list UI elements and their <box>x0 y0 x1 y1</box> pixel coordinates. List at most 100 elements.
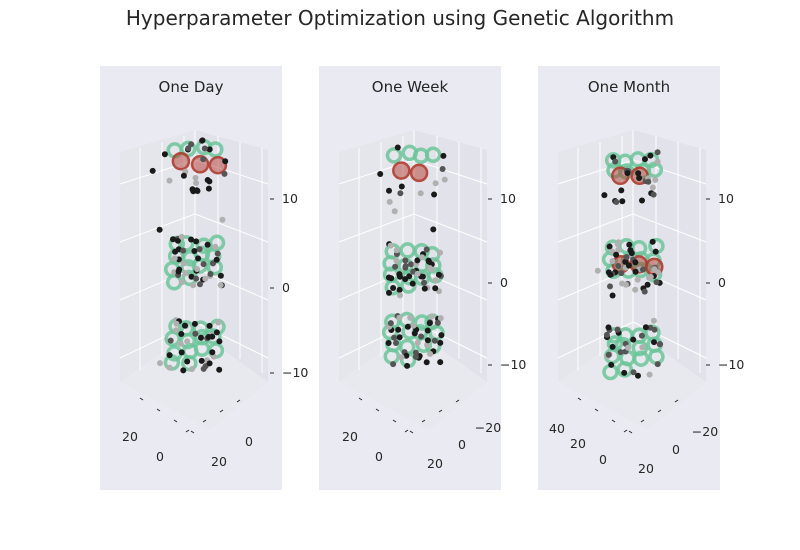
data-point <box>652 248 659 255</box>
data-point <box>184 358 191 365</box>
data-point <box>412 353 419 360</box>
x-tick-label: 20 <box>122 429 138 444</box>
data-point <box>393 247 400 254</box>
data-point <box>217 272 224 279</box>
data-point <box>423 359 430 366</box>
data-point <box>437 339 444 346</box>
y-tick-label: −20 <box>475 420 501 435</box>
y-tick-label: 0 <box>458 437 466 452</box>
data-point <box>210 260 216 267</box>
data-point <box>171 255 178 262</box>
data-point <box>402 257 409 264</box>
data-point <box>173 327 180 334</box>
y-tick <box>640 419 645 423</box>
x-tick-label: 20 <box>570 436 586 451</box>
data-point <box>607 271 614 278</box>
data-point <box>618 187 625 194</box>
data-point <box>427 350 434 357</box>
data-point <box>385 340 392 346</box>
y-tick-label: 20 <box>427 456 443 471</box>
data-point <box>615 263 622 269</box>
grid-line <box>194 267 269 301</box>
data-point <box>392 263 399 270</box>
data-point <box>408 261 414 268</box>
data-point <box>649 184 656 191</box>
figure-title: Hyperparameter Optimization using Geneti… <box>125 6 675 30</box>
data-point <box>636 175 643 181</box>
data-point <box>630 369 637 376</box>
data-point <box>651 326 658 333</box>
data-point <box>423 246 430 253</box>
data-point <box>188 366 195 373</box>
x-tick <box>628 430 633 434</box>
data-point <box>605 351 612 358</box>
x-tick <box>156 408 161 412</box>
best-marker <box>208 155 228 175</box>
data-point <box>632 268 639 275</box>
data-point <box>614 326 621 333</box>
data-point <box>421 285 428 292</box>
subplot-title: One Month <box>587 78 671 96</box>
data-point <box>391 334 398 341</box>
data-point <box>441 176 448 183</box>
x-tick-label: 40 <box>549 421 565 436</box>
data-point <box>640 266 646 273</box>
data-point <box>632 286 639 293</box>
data-point <box>216 366 223 373</box>
data-point <box>601 192 608 199</box>
data-point <box>180 367 187 374</box>
data-point <box>437 249 444 256</box>
data-point <box>179 279 185 286</box>
highlight-ring <box>179 140 197 158</box>
grid-line <box>194 213 269 243</box>
data-point <box>425 257 432 264</box>
data-point <box>394 144 401 151</box>
y-tick-label: 20 <box>638 461 654 476</box>
y-tick <box>202 419 207 423</box>
data-point <box>204 241 211 248</box>
data-point <box>654 158 661 165</box>
data-point <box>192 330 199 337</box>
data-point <box>198 357 205 364</box>
data-point <box>390 285 397 291</box>
data-point <box>628 250 635 257</box>
z-tick-label: 10 <box>282 191 298 206</box>
data-point <box>216 338 223 345</box>
best-marker <box>392 161 411 180</box>
data-point <box>205 185 212 192</box>
data-point <box>177 340 184 347</box>
data-point <box>188 273 195 280</box>
best-marker <box>409 163 429 183</box>
floor-pane <box>120 330 268 430</box>
data-point <box>386 187 392 194</box>
data-point <box>188 236 195 243</box>
data-point <box>412 349 419 356</box>
data-point <box>437 359 444 366</box>
data-point <box>440 152 447 159</box>
data-point <box>180 260 187 267</box>
data-point <box>635 170 642 177</box>
data-point <box>634 276 641 283</box>
data-point <box>386 289 392 296</box>
data-point <box>398 183 405 190</box>
data-point <box>396 334 403 341</box>
data-point <box>418 333 425 340</box>
data-point <box>377 171 384 177</box>
highlight-ring <box>424 146 442 164</box>
data-point <box>417 190 424 197</box>
subplot-title: One Day <box>158 78 224 96</box>
data-point <box>622 258 629 265</box>
data-point <box>419 273 426 280</box>
z-tick-label: 10 <box>500 191 516 206</box>
data-point <box>639 344 646 351</box>
data-point <box>626 241 633 248</box>
z-tick-label: 0 <box>500 275 508 290</box>
data-point <box>407 314 414 321</box>
grid-line <box>632 213 707 243</box>
x-tick-label: 20 <box>342 429 358 444</box>
grid-line <box>413 159 488 185</box>
data-point <box>426 320 433 327</box>
grid-line <box>413 213 488 243</box>
data-point <box>435 271 442 278</box>
